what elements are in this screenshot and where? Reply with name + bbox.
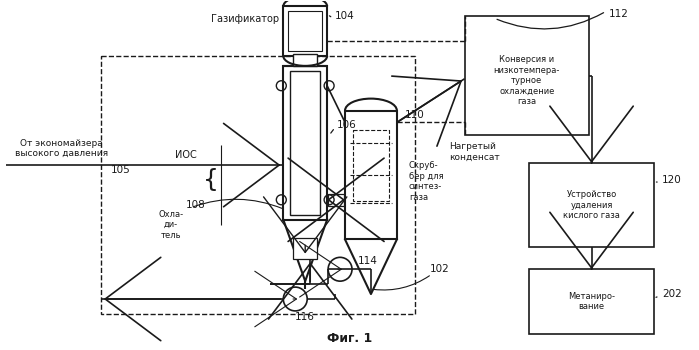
Text: Фиг. 1: Фиг. 1 — [327, 332, 373, 345]
Bar — [294, 238, 317, 259]
Text: 202: 202 — [662, 289, 682, 299]
Bar — [101, 56, 415, 314]
Text: 112: 112 — [609, 9, 629, 19]
Bar — [290, 71, 320, 215]
Text: 106: 106 — [337, 120, 356, 131]
Text: 105: 105 — [111, 165, 131, 175]
Bar — [328, 194, 344, 206]
Text: Газификатор: Газификатор — [211, 14, 280, 24]
Text: 120: 120 — [662, 175, 682, 185]
Text: 108: 108 — [186, 200, 206, 210]
Bar — [465, 16, 589, 135]
Bar — [353, 130, 389, 201]
Text: 102: 102 — [430, 264, 449, 274]
Text: От экономайзера
высокого давления: От экономайзера высокого давления — [15, 139, 108, 158]
Text: ИОС: ИОС — [175, 150, 196, 160]
Text: 110: 110 — [405, 111, 424, 120]
Bar — [283, 66, 327, 220]
Text: Скруб-
бер для
синтез-
газа: Скруб- бер для синтез- газа — [409, 161, 443, 202]
Text: Нагретый
конденсат: Нагретый конденсат — [449, 142, 500, 162]
Bar — [529, 269, 654, 334]
Text: {: { — [203, 168, 219, 192]
Text: Конверсия и
низкотемпера-
турное
охлаждение
газа: Конверсия и низкотемпера- турное охлажде… — [493, 55, 560, 106]
Bar — [529, 163, 654, 247]
Text: 114: 114 — [358, 256, 378, 266]
Text: Метаниро-
вание: Метаниро- вание — [568, 292, 615, 311]
Bar — [283, 6, 327, 56]
Text: 104: 104 — [335, 11, 355, 21]
Text: Охла-
ди-
тель: Охла- ди- тель — [158, 210, 183, 239]
Bar — [345, 111, 397, 239]
Bar — [288, 11, 322, 51]
Bar — [294, 54, 317, 66]
Text: Устройство
удаления
кислого газа: Устройство удаления кислого газа — [563, 190, 620, 220]
Text: 116: 116 — [295, 312, 315, 322]
